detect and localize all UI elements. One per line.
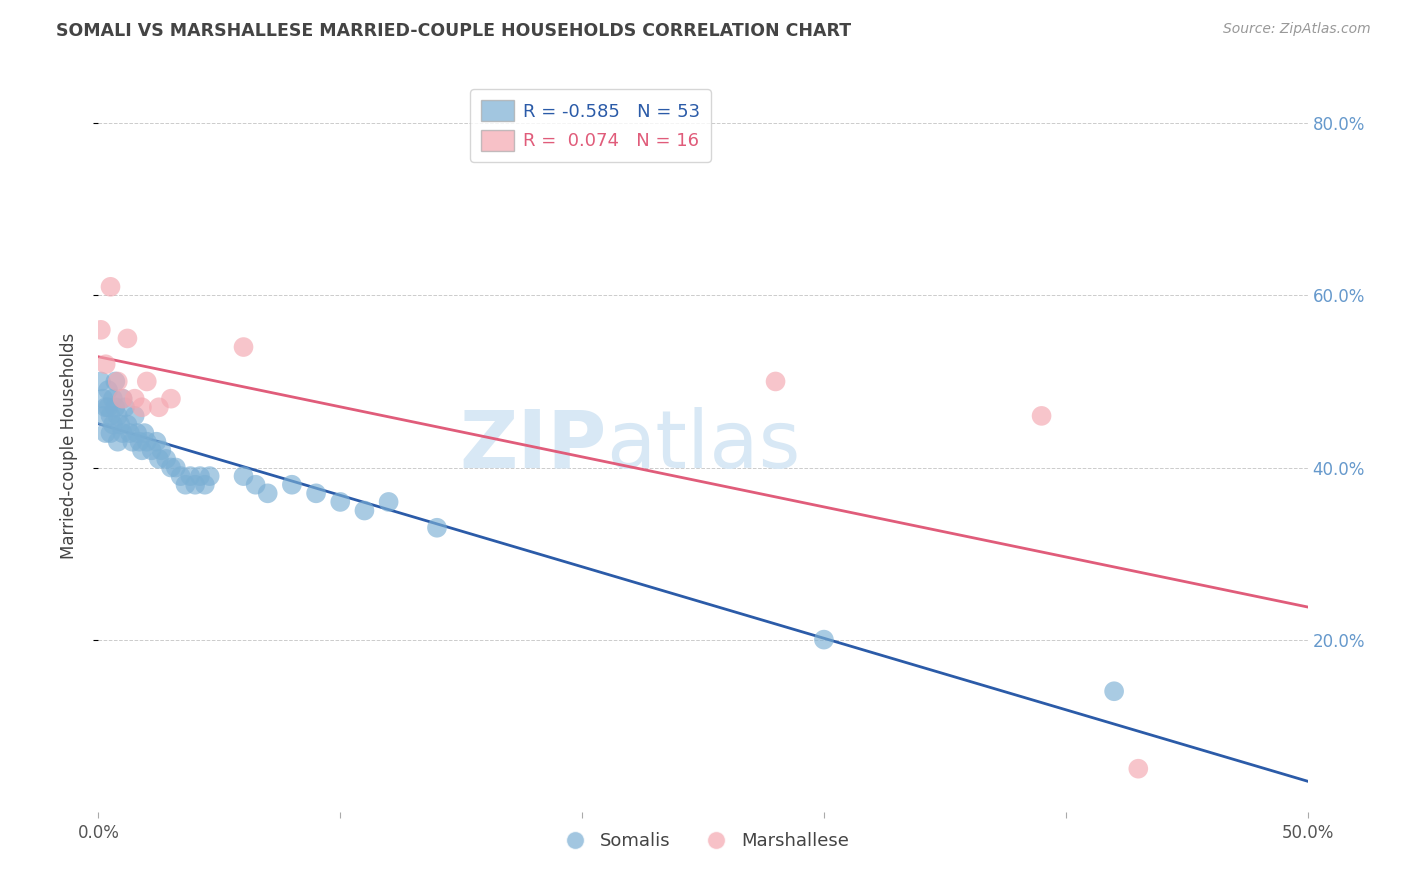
Text: ZIP: ZIP [458, 407, 606, 485]
Point [160, 392, 183, 406]
Point [104, 401, 127, 415]
Point [94, 401, 117, 415]
Point [245, 477, 267, 491]
Text: Source: ZipAtlas.com: Source: ZipAtlas.com [1223, 22, 1371, 37]
Point [90, 323, 112, 337]
Point [765, 375, 787, 389]
Point [1128, 762, 1150, 776]
Point [127, 426, 149, 441]
Point [100, 426, 122, 441]
Point [148, 401, 170, 415]
Point [150, 443, 173, 458]
Point [107, 434, 129, 449]
Point [131, 443, 153, 458]
Point [97, 383, 120, 397]
Point [100, 409, 122, 423]
Point [114, 401, 136, 415]
Point [124, 409, 146, 423]
Point [100, 280, 122, 294]
Text: SOMALI VS MARSHALLESE MARRIED-COUPLE HOUSEHOLDS CORRELATION CHART: SOMALI VS MARSHALLESE MARRIED-COUPLE HOU… [56, 22, 852, 40]
Point [194, 477, 217, 491]
Point [1102, 684, 1125, 698]
Point [169, 469, 191, 483]
Point [232, 469, 254, 483]
Point [813, 632, 835, 647]
Point [91, 392, 114, 406]
Text: atlas: atlas [606, 407, 800, 485]
Point [111, 392, 134, 406]
Point [111, 426, 134, 441]
Point [107, 375, 129, 389]
Point [353, 503, 375, 517]
Legend: Somalis, Marshallese: Somalis, Marshallese [550, 825, 856, 857]
Point [94, 426, 117, 441]
Point [179, 469, 201, 483]
Point [198, 469, 221, 483]
Point [135, 434, 157, 449]
Point [97, 401, 120, 415]
Point [281, 477, 304, 491]
Point [160, 460, 183, 475]
Point [155, 451, 177, 466]
Point [135, 375, 157, 389]
Point [117, 417, 139, 432]
Point [148, 451, 170, 466]
Point [117, 331, 139, 345]
Point [101, 392, 124, 406]
Point [90, 375, 112, 389]
Point [188, 469, 211, 483]
Point [111, 392, 134, 406]
Y-axis label: Married-couple Households: Married-couple Households [59, 333, 77, 559]
Point [118, 426, 141, 441]
Point [128, 434, 150, 449]
Point [108, 417, 131, 432]
Point [131, 401, 153, 415]
Point [184, 477, 207, 491]
Point [1031, 409, 1053, 423]
Point [104, 375, 127, 389]
Point [256, 486, 278, 500]
Point [141, 443, 163, 458]
Point [305, 486, 328, 500]
Point [124, 392, 146, 406]
Point [165, 460, 187, 475]
Point [121, 434, 143, 449]
Point [94, 357, 117, 371]
Point [232, 340, 254, 354]
Point [174, 477, 197, 491]
Point [107, 409, 129, 423]
Point [329, 495, 352, 509]
Point [426, 521, 449, 535]
Point [134, 426, 156, 441]
Point [377, 495, 399, 509]
Point [91, 409, 114, 423]
Point [101, 417, 124, 432]
Point [145, 434, 167, 449]
